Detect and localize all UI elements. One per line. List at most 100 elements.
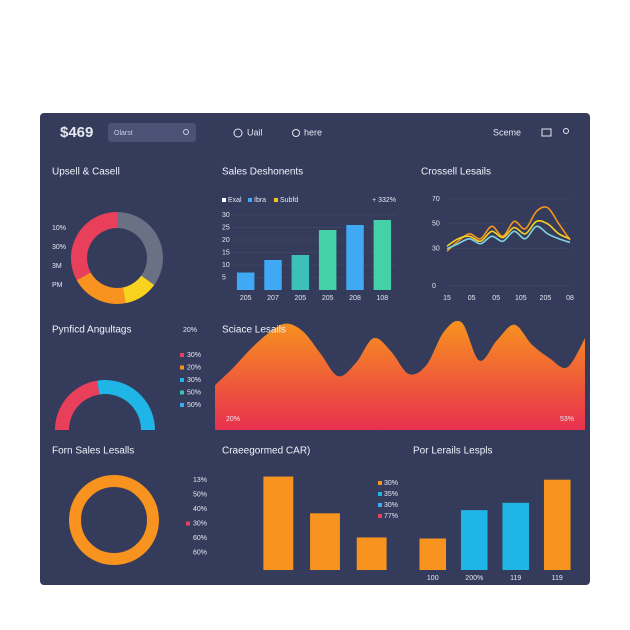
user-icon[interactable] [563,128,569,134]
legend-label: Exal [228,197,242,204]
search-box[interactable] [108,123,196,142]
legend-label: 50% [187,402,201,409]
donut-segment [122,275,155,304]
donut-segment [117,212,164,286]
annotation: 53% [560,416,574,423]
donut-ring [69,475,159,565]
y-tick-label: 70 [432,196,440,203]
menu-item[interactable]: here [304,127,322,137]
menu-icon [233,128,243,138]
menu-item[interactable]: Sceme [493,127,521,137]
y-tick-label: 50 [432,221,440,228]
legend-label: 60% [193,549,207,556]
legend-label: 30% [193,520,207,527]
legend-swatch [180,353,184,357]
legend-swatch [186,492,190,497]
bar [291,255,310,290]
annotation: 20% [183,327,197,334]
legend-label: Subfd [280,197,298,204]
legend-swatch [274,198,278,202]
legend-swatch [378,481,382,485]
x-tick-label: 15 [443,295,451,302]
legend-swatch [222,198,226,202]
icon[interactable] [541,128,552,137]
y-tick-label: 30 [432,246,440,253]
x-tick-label: 207 [267,295,279,302]
x-tick-label: 205 [322,295,334,302]
x-tick-label: 119 [552,575,563,582]
x-tick-label: 108 [376,295,388,302]
legend-label: 50% [187,389,201,396]
y-tick-label: 0 [432,283,436,290]
y-tick-label: 15 [222,249,230,256]
chart-title: Sales Deshonents [222,167,303,178]
legend-label: 35% [384,491,398,498]
bar [346,225,364,290]
legend-swatch [186,536,190,540]
line [446,219,571,247]
y-tick-label: 25 [222,224,230,231]
brand: $469 [60,124,93,141]
bar [310,513,340,570]
ring-label: 30% [52,244,66,251]
bar [264,260,282,290]
x-tick-label: 205 [240,295,252,302]
x-tick-label: 205 [294,295,306,302]
chart-title: Sciace Lesails [222,325,286,336]
legend-label: 30% [187,377,201,384]
x-tick-label: 05 [468,295,476,302]
legend-label: Ibra [254,197,266,204]
menu-item[interactable]: Uail [247,127,263,137]
x-tick-label: 205 [540,295,552,302]
legend-label: 40% [193,506,207,513]
area [215,320,585,430]
bar [236,272,255,290]
search-text: Olarst [114,130,133,137]
bar [502,502,530,570]
legend-label: 30% [384,502,398,509]
legend-swatch [378,503,382,507]
line [446,206,571,252]
chart-title: Pynficd Angultags [52,325,132,336]
chart-title: Forn Sales Lesalls [52,446,134,457]
bar [373,220,392,290]
x-tick-label: 200% [465,575,483,582]
y-tick-label: 10 [222,262,230,269]
annotation: + 332% [372,197,396,204]
ring-label: 10% [52,225,66,232]
legend-swatch [378,492,382,496]
bar [263,476,294,570]
legend-swatch [186,550,190,555]
bar [543,479,571,570]
x-tick-label: 105 [515,295,527,302]
bar [419,538,447,570]
legend-swatch [186,478,190,482]
chart-title: Upsell & Casell [52,167,120,178]
donut-segment [76,272,126,304]
chart-title: Por Lerails Lespls [413,446,492,457]
x-tick-label: 05 [492,295,500,302]
legend-swatch [248,198,252,202]
legend-label: 77% [384,513,398,520]
bar [460,510,488,570]
x-tick-label: 119 [510,575,521,582]
legend-label: 13% [193,477,207,484]
donut-segment [70,211,117,281]
ring-label: PM [52,282,63,289]
legend-swatch [180,403,184,407]
donut-segment [97,379,155,430]
legend-label: 60% [193,535,207,542]
menu-icon [292,129,300,137]
chart-title: Crossell Lesails [421,167,491,178]
legend-swatch [186,507,190,511]
x-tick-label: 208 [349,295,361,302]
legend-label: 30% [384,480,398,487]
bar [318,230,337,290]
y-tick-label: 5 [222,274,226,281]
legend-swatch [186,521,190,526]
bar [356,537,387,570]
y-tick-label: 20 [222,237,230,244]
x-tick-label: 08 [566,295,574,302]
